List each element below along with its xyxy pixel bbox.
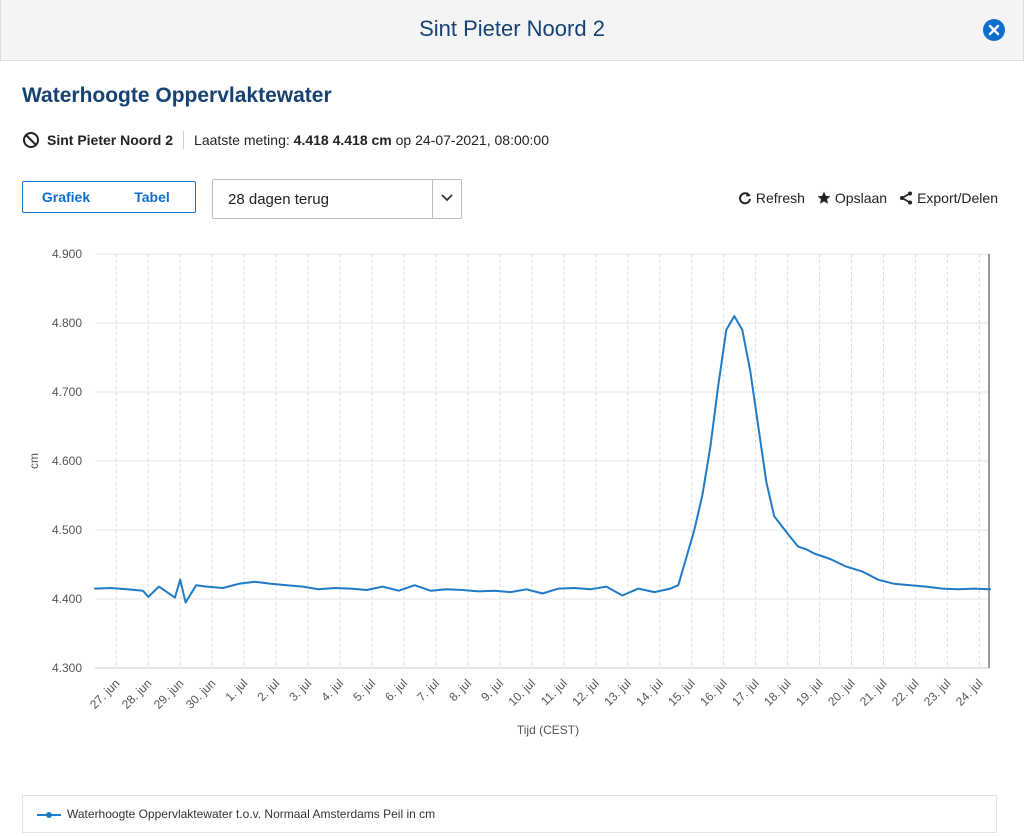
x-tick-label: 3. jul: [286, 676, 314, 704]
y-tick-label: 4.700: [52, 385, 82, 399]
refresh-label: Refresh: [755, 190, 805, 206]
x-tick-label: 23. jul: [921, 676, 954, 709]
x-tick-label: 18. jul: [761, 676, 794, 709]
chart-legend[interactable]: Waterhoogte Oppervlaktewater t.o.v. Norm…: [22, 795, 997, 833]
x-tick-label: 4. jul: [318, 676, 346, 704]
x-tick-label: 30. jun: [183, 676, 218, 711]
x-tick-label: 13. jul: [601, 676, 634, 709]
x-tick-label: 28. jun: [119, 676, 154, 711]
x-tick-label: 2. jul: [254, 676, 282, 704]
water-level-chart: 4.900 4.800 4.700 4.600 4.500 4.400 4.300 27. …: [27, 247, 991, 737]
x-tick-label: 27. jun: [87, 676, 122, 711]
x-tick-label: 7. jul: [414, 676, 442, 704]
x-tick-label: 24. jul: [953, 676, 986, 709]
close-button[interactable]: [983, 19, 1005, 41]
range-select-value: 28 dagen terug: [228, 191, 329, 208]
page-title: Waterhoogte Oppervlaktewater: [22, 84, 332, 107]
x-tick-label: 6. jul: [382, 676, 410, 704]
x-tick-label: 10. jul: [505, 676, 538, 709]
x-tick-label: 8. jul: [446, 676, 474, 704]
y-tick-label: 4.600: [52, 454, 82, 468]
last-measurement-label: Laatste meting:: [194, 132, 290, 148]
select-divider: [432, 180, 433, 218]
x-tick-label: 17. jul: [729, 676, 762, 709]
y-tick-labels: 4.900 4.800 4.700 4.600 4.500 4.400 4.300: [52, 247, 82, 675]
x-tick-label: 12. jul: [569, 676, 602, 709]
x-tick-label: 14. jul: [633, 676, 666, 709]
x-tick-label: 21. jul: [857, 676, 890, 709]
x-tick-label: 1. jul: [222, 676, 250, 704]
dialog-title: Sint Pieter Noord 2: [419, 16, 605, 41]
y-tick-label: 4.400: [52, 592, 82, 606]
x-tick-label: 16. jul: [697, 676, 730, 709]
x-tick-label: 9. jul: [478, 676, 506, 704]
last-measurement-value: 4.418 4.418 cm: [293, 132, 392, 148]
chart-actions: Refresh Opslaan Export/Delen: [726, 190, 998, 206]
view-toggle: Grafiek Tabel: [22, 181, 196, 213]
chevron-down-icon: [441, 194, 453, 202]
x-tick-label: 11. jul: [538, 676, 570, 708]
y-axis-label: cm: [27, 453, 41, 469]
share-icon: [900, 191, 913, 205]
close-icon: [988, 24, 1000, 36]
x-tick-label: 29. jun: [151, 676, 186, 711]
tab-table[interactable]: Tabel: [134, 189, 170, 205]
x-tick-label: 19. jul: [793, 676, 826, 709]
x-tick-label: 20. jul: [825, 676, 858, 709]
y-tick-label: 4.500: [52, 523, 82, 537]
x-tick-label: 5. jul: [350, 676, 378, 704]
meta-divider: [183, 131, 185, 149]
refresh-button[interactable]: Refresh: [738, 190, 805, 206]
save-button[interactable]: Opslaan: [817, 190, 887, 206]
export-button[interactable]: Export/Delen: [899, 190, 998, 206]
star-icon: [817, 191, 831, 204]
dialog-header: Sint Pieter Noord 2: [0, 0, 1024, 61]
legend-item: Waterhoogte Oppervlaktewater t.o.v. Norm…: [67, 807, 436, 821]
last-measurement-time: 24-07-2021, 08:00:00: [415, 132, 549, 148]
y-gridlines: [95, 253, 990, 669]
station-name: Sint Pieter Noord 2: [47, 132, 174, 148]
legend-swatch: [37, 812, 61, 818]
y-tick-label: 4.300: [52, 661, 82, 675]
measurement-info: Sint Pieter Noord 2 Laatste meting: 4.41…: [22, 130, 549, 150]
x-gridlines: [115, 254, 980, 668]
y-tick-label: 4.900: [52, 247, 82, 261]
save-label: Opslaan: [834, 190, 888, 206]
series-line-0: [94, 315, 991, 604]
x-tick-label: 22. jul: [889, 676, 922, 709]
tab-chart[interactable]: Grafiek: [41, 189, 91, 205]
x-axis-label: Tijd (CEST): [517, 723, 579, 737]
refresh-icon: [738, 192, 751, 205]
x-tick-label: 15. jul: [665, 676, 698, 709]
station-icon: [23, 132, 39, 148]
series-layer: [94, 315, 991, 604]
last-measurement-on: op: [395, 132, 412, 148]
range-select[interactable]: 28 dagen terug: [212, 179, 462, 219]
export-label: Export/Delen: [917, 190, 998, 206]
y-tick-label: 4.800: [52, 316, 82, 330]
